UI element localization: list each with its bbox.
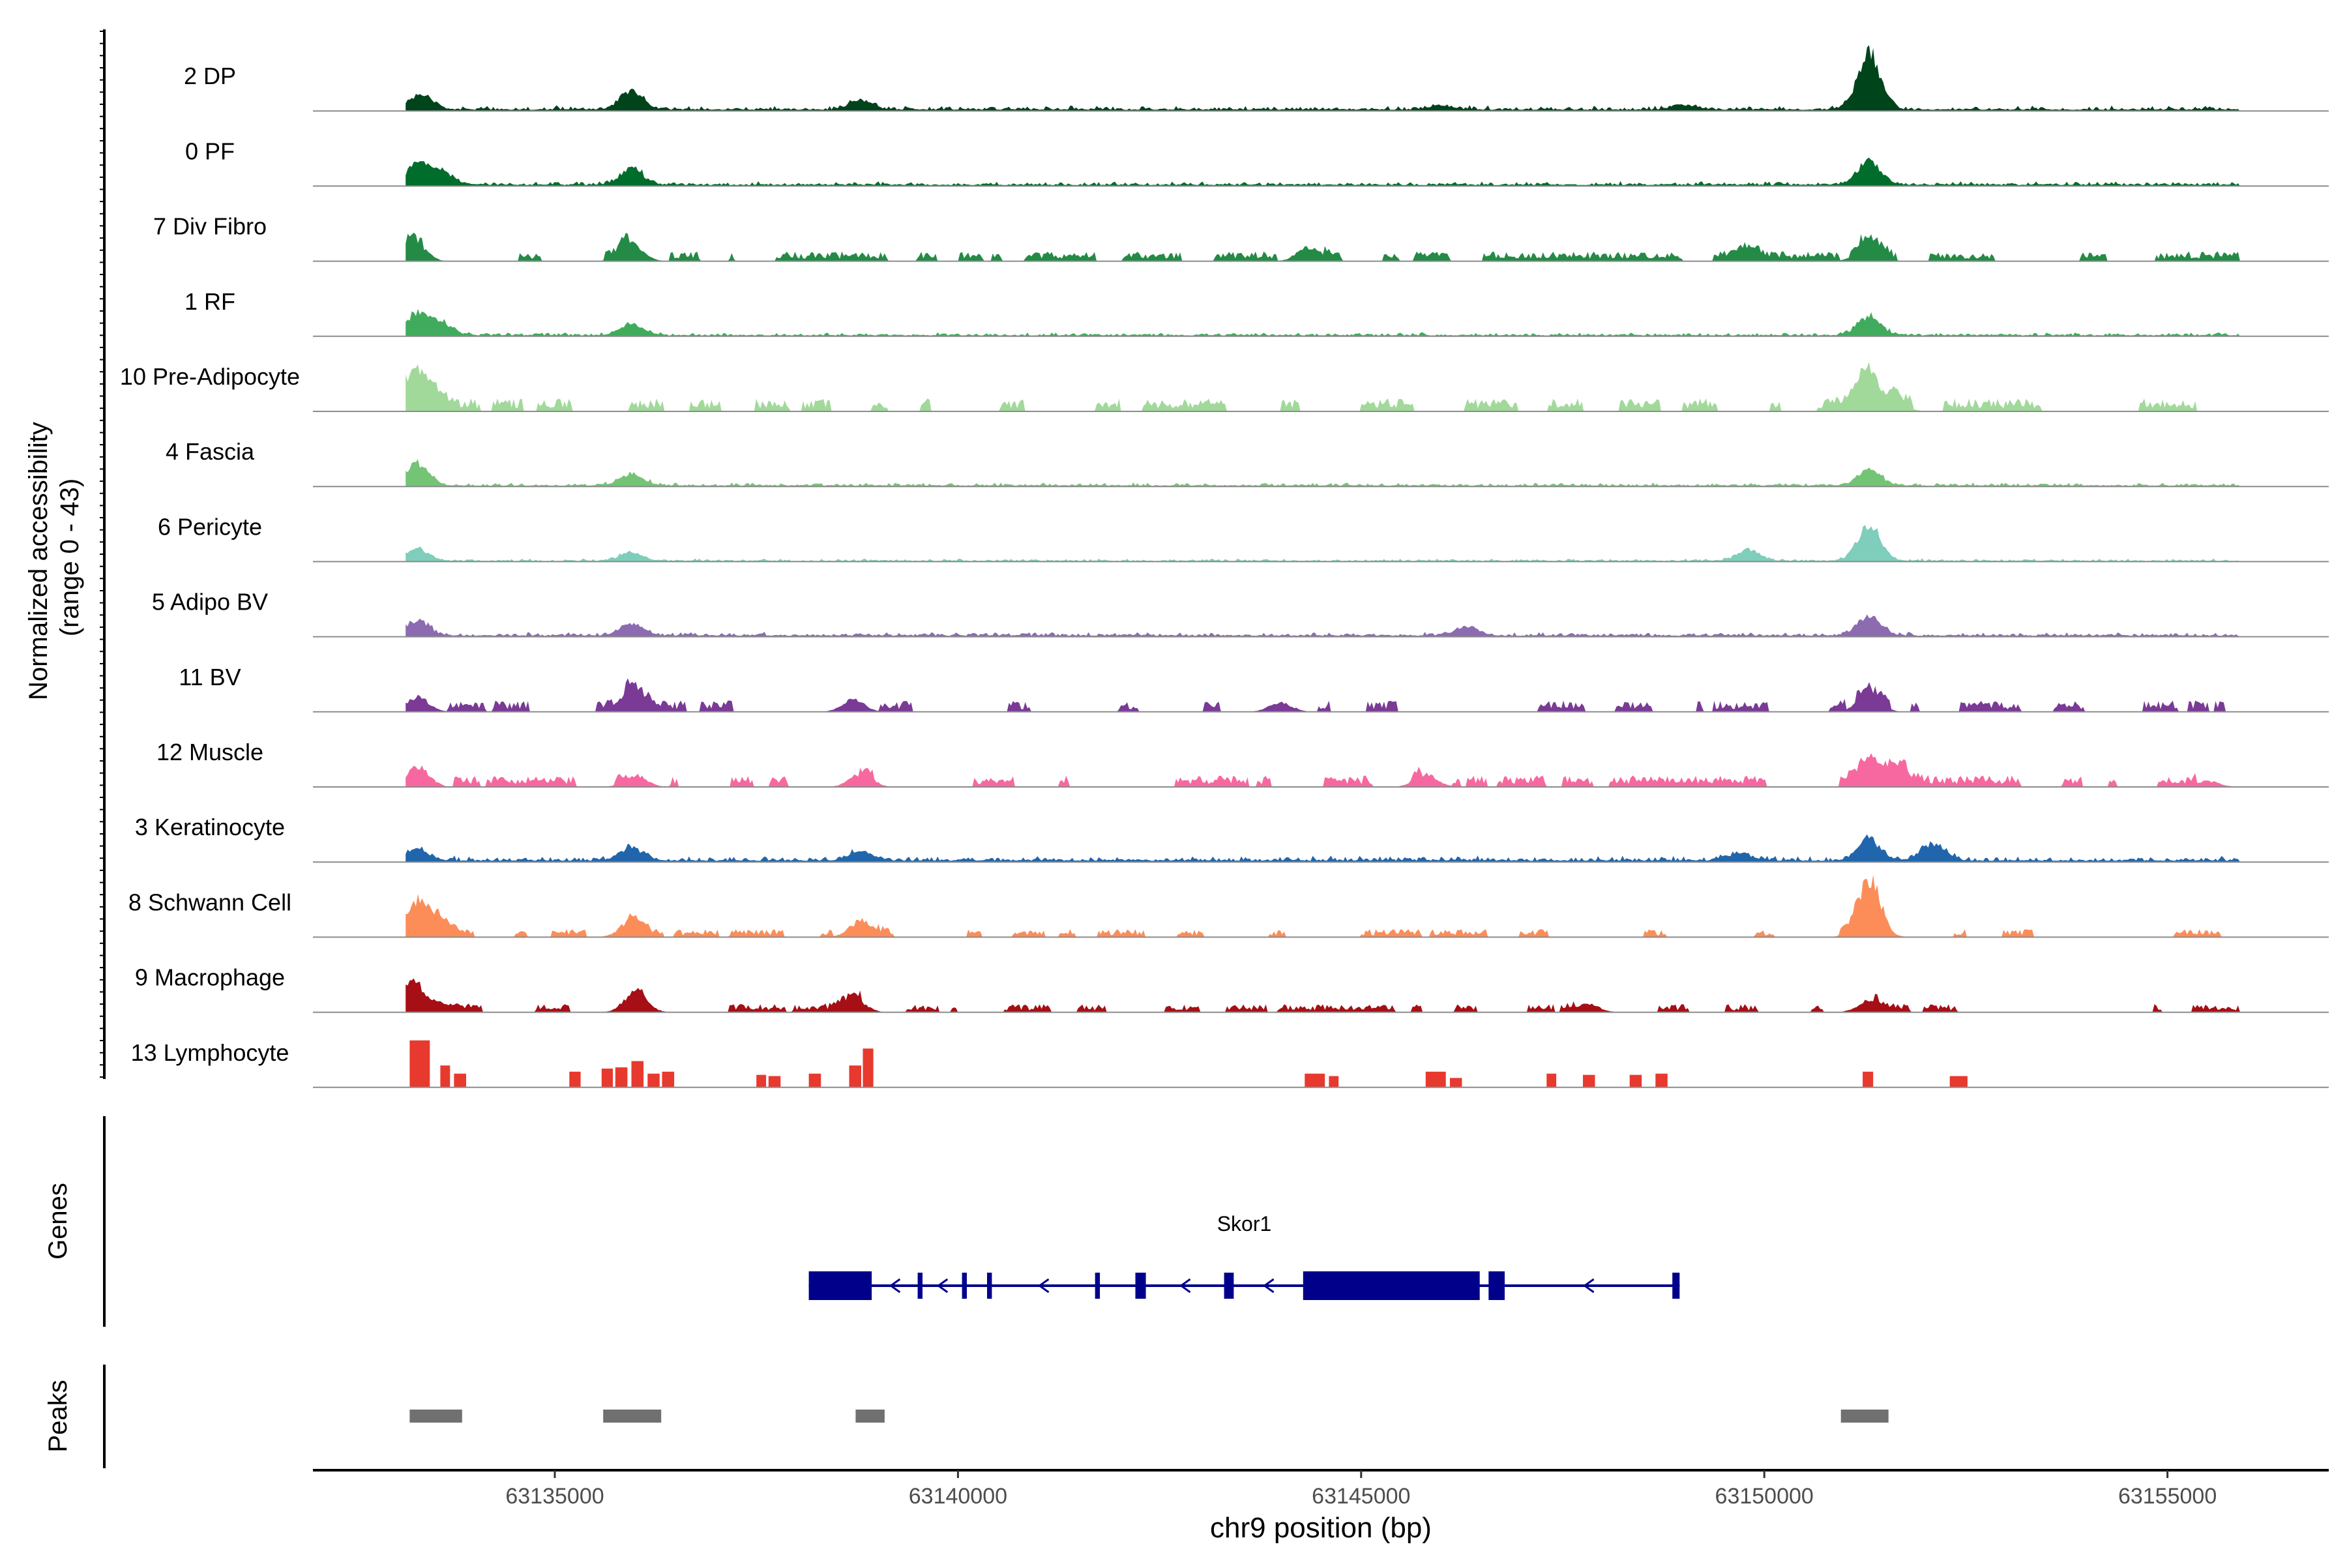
track-coverage-area xyxy=(406,834,2241,863)
track-coverage-area xyxy=(409,1040,1968,1087)
gene-strand-arrow xyxy=(1583,1278,1595,1294)
gene-exon xyxy=(1488,1271,1505,1300)
track-label: 4 Fascia xyxy=(166,438,255,465)
gene-exon xyxy=(1303,1271,1480,1300)
track-10: 12 Muscle xyxy=(156,739,2329,788)
gene-strand-arrow xyxy=(1179,1278,1191,1294)
x-axis-tick-label: 63145000 xyxy=(1312,1484,1410,1509)
track-3: 7 Div Fibro xyxy=(153,213,2329,262)
track-11: 3 Keratinocyte xyxy=(135,814,2329,863)
track-14: 13 Lymphocyte xyxy=(131,1039,2329,1088)
peak-region xyxy=(1840,1410,1889,1423)
gene-exon xyxy=(808,1271,872,1300)
track-label: 3 Keratinocyte xyxy=(135,814,285,840)
track-coverage-area xyxy=(406,308,2241,336)
gene-exon xyxy=(1095,1273,1100,1299)
x-axis-label: chr9 position (bp) xyxy=(1210,1512,1432,1544)
peak-region xyxy=(603,1410,662,1423)
track-coverage-area xyxy=(406,459,2241,487)
x-axis-tick-label: 63135000 xyxy=(505,1484,604,1509)
x-axis-tick-label: 63150000 xyxy=(1715,1484,1814,1509)
track-y-axis-label-line1: Normalized accessibility xyxy=(24,422,53,700)
track-coverage-area xyxy=(406,614,2241,637)
gene-exon xyxy=(1135,1273,1146,1299)
coverage-tracks: 2 DP 0 PF 7 Div Fibro 1 RF 10 Pre-Adipocyte 4… xyxy=(120,45,2329,1088)
track-9: 11 BV xyxy=(179,664,2329,713)
track-label: 7 Div Fibro xyxy=(153,213,267,240)
gene-strand-arrow xyxy=(1037,1278,1050,1294)
track-label: 13 Lymphocyte xyxy=(131,1039,289,1066)
track-coverage-area xyxy=(406,232,2241,261)
peak-regions xyxy=(409,1410,1889,1423)
gene-exon xyxy=(987,1273,992,1299)
track-coverage-area xyxy=(406,525,2241,562)
track-2: 0 PF xyxy=(185,138,2329,187)
peak-region xyxy=(855,1410,885,1423)
gene-exon xyxy=(962,1273,967,1299)
gene-exon xyxy=(1672,1273,1680,1299)
track-label: 5 Adipo BV xyxy=(152,589,268,615)
gene-strand-arrow xyxy=(1263,1278,1275,1294)
track-label: 6 Pericyte xyxy=(158,513,262,540)
track-label: 9 Macrophage xyxy=(135,964,285,991)
track-coverage-area xyxy=(406,874,2241,938)
track-7: 6 Pericyte xyxy=(158,513,2329,563)
gene-model: Skor1 xyxy=(808,1212,1680,1300)
track-1: 2 DP xyxy=(184,45,2329,112)
track-y-axis-label: Normalized accessibility (range 0 - 43) xyxy=(24,415,84,700)
x-axis-tick-label: 63140000 xyxy=(909,1484,1007,1509)
track-label: 1 RF xyxy=(185,288,235,315)
track-y-axis-ticks xyxy=(100,31,104,1078)
track-label: 11 BV xyxy=(179,664,241,690)
x-axis-tick-label: 63155000 xyxy=(2118,1484,2217,1509)
gene-exon xyxy=(1224,1273,1234,1299)
gene-exon xyxy=(917,1273,923,1299)
track-13: 9 Macrophage xyxy=(135,964,2329,1013)
track-coverage-area xyxy=(406,157,2241,186)
track-coverage-area xyxy=(406,45,2241,111)
track-label: 10 Pre-Adipocyte xyxy=(120,363,300,390)
track-8: 5 Adipo BV xyxy=(152,589,2329,638)
track-12: 8 Schwann Cell xyxy=(128,874,2329,938)
track-coverage-area xyxy=(406,978,2241,1013)
track-4: 1 RF xyxy=(185,288,2329,337)
track-label: 12 Muscle xyxy=(156,739,263,765)
track-coverage-area xyxy=(406,678,2241,712)
x-axis-ticks: 63135000 63140000 63145000 63150000 63155000 xyxy=(505,1470,2217,1509)
track-label: 2 DP xyxy=(184,63,236,89)
track-label: 0 PF xyxy=(185,138,235,164)
track-coverage-area xyxy=(406,753,2241,787)
track-5: 10 Pre-Adipocyte xyxy=(120,362,2329,412)
track-6: 4 Fascia xyxy=(166,438,2329,488)
track-label: 8 Schwann Cell xyxy=(128,889,291,915)
gene-name-label: Skor1 xyxy=(1217,1212,1272,1235)
track-coverage-area xyxy=(406,362,2241,411)
peaks-axis-label: Peaks xyxy=(44,1380,72,1452)
peak-region xyxy=(409,1410,462,1423)
track-y-axis-label-line2: (range 0 - 43) xyxy=(55,479,84,636)
gene-strand-arrow xyxy=(936,1278,949,1294)
gene-strand-arrow xyxy=(889,1278,901,1294)
genes-axis-label: Genes xyxy=(44,1183,72,1260)
